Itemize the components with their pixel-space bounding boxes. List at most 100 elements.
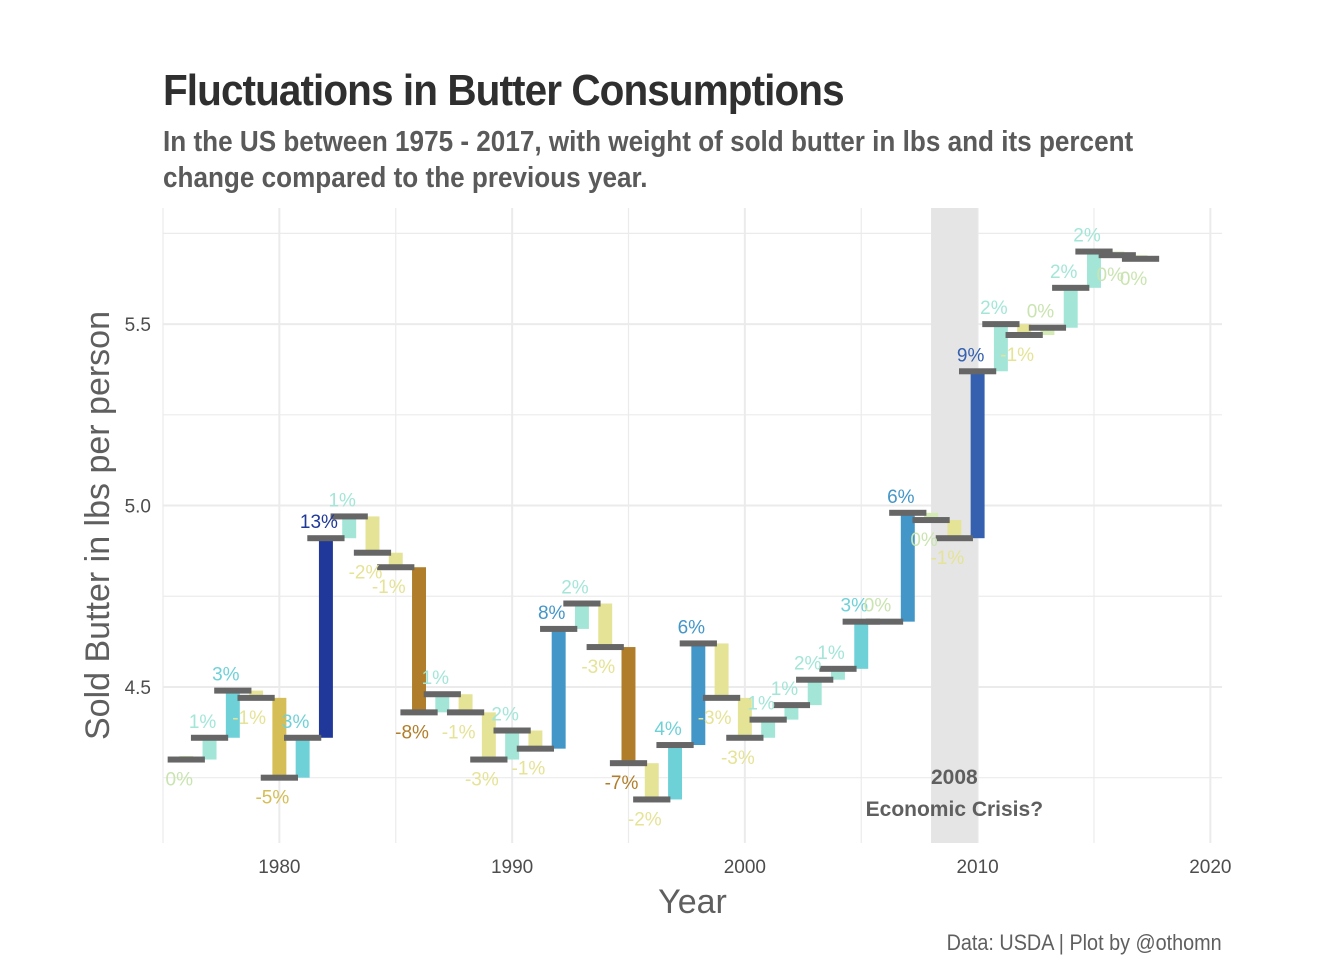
- step-2003: [796, 676, 834, 683]
- step-1980: [260, 774, 298, 781]
- data-label-1998: 6%: [678, 617, 706, 638]
- step-1987: [423, 691, 461, 698]
- data-label-2014: 2%: [1050, 262, 1078, 283]
- bar-2015: [1087, 251, 1101, 288]
- bar-2011: [993, 324, 1008, 372]
- step-2006: [865, 618, 904, 625]
- step-1993: [563, 600, 601, 607]
- tick-labels: 1980 1990 2000 2010 2020 4.5 5.0 5.5: [125, 315, 1232, 878]
- step-1983: [330, 513, 368, 520]
- axis-titles: Year Sold Butter in lbs per person: [79, 311, 727, 921]
- bar-1978: [225, 690, 240, 738]
- data-label-1987: 1%: [422, 668, 450, 689]
- step-2016: [1098, 252, 1136, 259]
- step-1992: [540, 625, 578, 632]
- step-2004: [819, 665, 857, 672]
- bar-1979: [249, 690, 264, 698]
- chart-title: Fluctuations in Butter Consumptions: [163, 66, 845, 115]
- step-lines: [167, 248, 1160, 803]
- data-label-1993: 2%: [561, 578, 589, 599]
- bar-1990: [505, 730, 520, 760]
- bar-1991: [528, 730, 543, 749]
- bar-2004: [830, 668, 845, 680]
- data-label-2001: 1%: [747, 694, 775, 715]
- bar-1993: [574, 603, 589, 629]
- bar-1995: [621, 647, 636, 764]
- step-1984: [353, 549, 392, 556]
- bar-1997: [668, 745, 683, 800]
- step-2000: [726, 734, 764, 741]
- data-label-1992: 8%: [538, 603, 566, 624]
- step-2007: [889, 509, 927, 516]
- chart-subtitle: In the US between 1975 - 2017, with weig…: [163, 126, 1134, 194]
- data-label-2004: 1%: [817, 643, 845, 664]
- data-label-2003: 2%: [794, 654, 822, 675]
- step-1996: [633, 796, 671, 803]
- bar-1989: [481, 712, 496, 760]
- data-labels: 0%1%3%-1%-5%3%13%1%-2%-1%-8%1%-1%-3%2%-1…: [166, 226, 1148, 831]
- data-label-1983: 1%: [328, 490, 356, 511]
- step-1995: [609, 760, 648, 767]
- step-2005: [842, 618, 880, 625]
- data-label-1990: 2%: [491, 705, 519, 726]
- bar-1986: [412, 567, 427, 713]
- bar-2005: [854, 621, 869, 669]
- bar-1981: [295, 737, 310, 778]
- step-1988: [446, 709, 485, 716]
- bar-series: [179, 251, 1148, 800]
- step-2011: [982, 321, 1020, 328]
- step-2009: [935, 535, 973, 542]
- step-1976: [167, 756, 205, 763]
- step-2013: [1028, 324, 1067, 331]
- step-1981: [284, 734, 322, 741]
- step-1985: [377, 564, 415, 571]
- data-label-1985: -1%: [372, 577, 406, 598]
- bar-2013: [1040, 327, 1055, 335]
- data-label-2000: -3%: [721, 748, 755, 769]
- step-1989: [470, 756, 508, 763]
- data-label-2006: 0%: [864, 596, 892, 617]
- data-label-1979: -1%: [232, 708, 266, 729]
- data-label-1997: 4%: [654, 719, 682, 740]
- data-label-2017: 0%: [1120, 269, 1148, 290]
- step-2002: [772, 702, 811, 709]
- bar-1998: [691, 643, 706, 746]
- data-label-1984: -2%: [349, 563, 383, 584]
- step-2017: [1121, 255, 1160, 262]
- step-2010: [958, 368, 997, 375]
- bar-2003: [807, 679, 822, 706]
- data-label-1989: -3%: [465, 770, 499, 791]
- bar-2008: [924, 512, 939, 521]
- data-label-1977: 1%: [189, 712, 217, 733]
- step-1978: [214, 687, 252, 694]
- data-label-2013: 0%: [1027, 302, 1055, 323]
- data-label-1991: -1%: [512, 759, 546, 780]
- data-label-1981: 3%: [282, 712, 310, 733]
- step-1997: [656, 742, 694, 749]
- crisis-year-label: 2008: [931, 766, 978, 789]
- bar-1999: [714, 643, 729, 698]
- step-2012: [1005, 332, 1043, 338]
- bar-1985: [388, 552, 403, 568]
- data-label-2015: 2%: [1073, 226, 1101, 247]
- x-axis-title: Year: [658, 883, 727, 921]
- data-label-1999: -3%: [698, 708, 732, 729]
- step-1991: [516, 745, 555, 752]
- data-label-2005: 3%: [841, 596, 869, 617]
- data-label-2012: -1%: [1000, 345, 1034, 366]
- bar-2012: [1017, 324, 1032, 335]
- step-2008: [912, 517, 950, 524]
- bar-1982: [318, 538, 333, 738]
- data-label-1988: -1%: [442, 722, 476, 743]
- bar-1996: [644, 763, 659, 800]
- x-tick-label: 2010: [956, 857, 998, 878]
- step-2015: [1075, 248, 1113, 255]
- data-label-1995: -7%: [605, 773, 639, 794]
- data-label-2002: 1%: [771, 679, 799, 700]
- data-label-2007: 6%: [887, 487, 915, 508]
- step-1999: [702, 694, 741, 701]
- bar-1994: [598, 603, 613, 648]
- bar-1983: [342, 516, 357, 539]
- bar-2001: [761, 719, 776, 738]
- data-label-2008: 0%: [910, 530, 938, 551]
